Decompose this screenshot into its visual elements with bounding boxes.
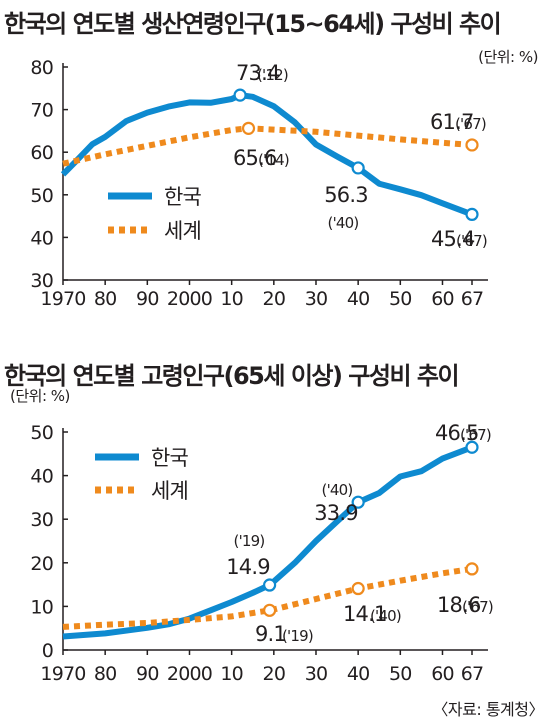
chart2-x-tick-label: 1970 <box>40 663 85 685</box>
chart2-title: 한국의 연도별 고령인구(65세 이상) 구성비 추이 <box>4 362 460 390</box>
chart1-data-label: 45.4 <box>431 227 475 251</box>
chart1-y-tick-label: 60 <box>30 142 53 164</box>
chart1-point-marker <box>241 121 256 135</box>
chart1-x-tick-label: 2000 <box>167 288 212 310</box>
chart2-point-marker <box>351 581 365 596</box>
chart2-data-label: 14.1 <box>343 602 387 626</box>
chart2-x-tick-label: 50 <box>389 663 412 685</box>
chart1-x-tick-label: 20 <box>263 288 286 310</box>
chart1-y-tick-label: 80 <box>30 57 53 79</box>
chart2-data-label-year: ('67) <box>462 598 493 616</box>
chart2-point-marker <box>351 495 365 509</box>
chart2-x-tick-label: 40 <box>347 663 370 685</box>
chart1-unit-label: (단위: %) <box>478 48 538 66</box>
chart2-x-tick-label: 60 <box>431 663 454 685</box>
chart1-point-marker <box>465 207 479 221</box>
chart1-y-tick-label: 70 <box>30 100 53 122</box>
chart1-working-age-population: 30 40 50 60 70 80 1970 80 90 2000 10 20 30 40 50 60 67 한국… <box>30 57 488 310</box>
chart1-x-tick-label: 10 <box>220 288 243 310</box>
chart2-data-label-year: ('67) <box>460 426 491 444</box>
chart2-data-label: 33.9 <box>314 501 358 525</box>
chart2-point-marker <box>263 603 277 617</box>
chart2-x-tick-label: 2000 <box>167 663 212 685</box>
chart2-x-tick-label: 10 <box>220 663 243 685</box>
chart2-data-label: 46.5 <box>435 421 479 445</box>
chart2-point-marker <box>465 440 479 454</box>
chart2-point-marker <box>263 578 277 592</box>
chart1-point-marker <box>465 138 479 152</box>
chart2-data-label: 9.1 <box>255 622 286 646</box>
chart1-y-tick-label: 50 <box>30 185 53 207</box>
chart2-data-label-year: ('40) <box>322 481 353 499</box>
chart1-x-tick-label: 1970 <box>40 288 85 310</box>
chart1-x-tick-label: 90 <box>136 288 159 310</box>
chart1-point-marker <box>351 161 365 175</box>
chart1-data-label: 65.6 <box>233 146 277 170</box>
chart2-y-tick-label: 10 <box>30 596 53 618</box>
chart2-elderly-population: 0 10 20 30 40 50 1970 80 90 2000 10 20 30 40 50 60 67 한국세… <box>30 421 493 685</box>
chart2-y-tick-label: 30 <box>30 509 53 531</box>
chart1-data-label-year: ('67) <box>455 115 486 133</box>
chart2-legend-label: 세계 <box>151 479 188 503</box>
chart2-y-tick-label: 0 <box>42 640 53 662</box>
chart2-data-label-year: ('40) <box>370 607 401 625</box>
chart1-data-label: 61.7 <box>430 110 474 134</box>
chart1-x-tick-label: 50 <box>389 288 412 310</box>
chart2-x-tick-label: 20 <box>263 663 286 685</box>
chart2-point-marker <box>465 562 479 576</box>
chart2-data-label-year: ('19) <box>282 627 313 645</box>
chart1-legend-label: 세계 <box>164 219 201 243</box>
chart1-series-world-line <box>62 125 473 167</box>
chart1-x-tick-label: 30 <box>305 288 328 310</box>
chart1-point-marker <box>233 88 247 102</box>
chart2-legend-label: 한국 <box>151 446 189 470</box>
chart1-x-tick-label: 80 <box>94 288 117 310</box>
chart1-y-tick-label: 40 <box>30 227 53 249</box>
chart1-data-label-year: ('67) <box>456 232 487 250</box>
chart1-y-tick-label: 30 <box>30 270 53 292</box>
chart1-legend-label: 한국 <box>164 185 202 209</box>
chart1-title: 한국의 연도별 생산연령인구(15~64세) 구성비 추이 <box>4 10 502 38</box>
chart1-x-tick-label: 60 <box>431 288 454 310</box>
chart2-y-tick-label: 20 <box>30 553 53 575</box>
chart2-x-tick-label: 67 <box>461 663 484 685</box>
chart2-data-label: 18.6 <box>437 593 481 617</box>
chart1-data-label: 73.4 <box>236 61 280 85</box>
source-note: 〈자료: 통계청〉 <box>432 700 544 719</box>
chart1-data-label-year: ('40) <box>328 214 359 232</box>
chart2-y-tick-label: 50 <box>30 422 53 444</box>
chart2-data-label: 14.9 <box>226 555 270 579</box>
chart2-y-tick-label: 40 <box>30 466 53 488</box>
chart1-data-label: 56.3 <box>324 183 368 207</box>
chart1-data-label-year: ('14) <box>258 151 289 169</box>
chart2-unit-label: (단위: %) <box>10 387 70 405</box>
chart2-x-tick-label: 80 <box>94 663 117 685</box>
chart2-x-tick-label: 90 <box>136 663 159 685</box>
chart1-x-tick-label: 40 <box>347 288 370 310</box>
chart2-x-tick-label: 30 <box>305 663 328 685</box>
chart1-x-tick-label: 67 <box>461 288 484 310</box>
chart1-data-label-year: ('12) <box>257 66 288 84</box>
chart2-data-label-year: ('19) <box>234 532 265 550</box>
